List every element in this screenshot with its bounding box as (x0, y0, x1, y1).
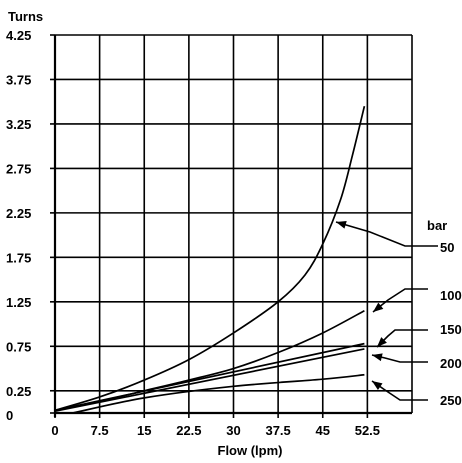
y-tick-label: 3.75 (6, 72, 31, 87)
x-tick-labels: 0 7.5 15 22.5 30 37.5 45 52.5 (51, 423, 380, 438)
series-line-100-bar (54, 309, 365, 412)
arrowhead-200 (372, 353, 383, 362)
series-lines (54, 105, 366, 414)
bar-label-50: 50 (440, 240, 454, 255)
x-tick-label: 37.5 (265, 423, 290, 438)
grid (55, 35, 412, 413)
leader-line-150 (376, 329, 428, 348)
x-tick-label: 0 (51, 423, 58, 438)
y-tick-label: 3.25 (6, 117, 31, 132)
x-tick-label: 7.5 (91, 423, 109, 438)
x-tick-label: 52.5 (355, 423, 380, 438)
y-tick-label: 2.75 (6, 161, 31, 176)
series-line-50-bar (54, 105, 366, 412)
y-tick-label: 0.75 (6, 339, 31, 354)
x-tick-label: 45 (316, 423, 330, 438)
leader-line-50 (335, 221, 438, 247)
bar-label-200: 200 (440, 356, 462, 371)
bar-label-150: 150 (440, 322, 462, 337)
arrowhead-100 (373, 302, 384, 312)
bar-label-100: 100 (440, 288, 462, 303)
y-tick-label: 0 (6, 408, 13, 423)
bar-label-250: 250 (440, 393, 462, 408)
arrowhead-250 (372, 381, 383, 390)
x-axis-title: Flow (lpm) (218, 443, 283, 458)
arrowhead-50 (336, 220, 347, 229)
y-tick-labels: 0 0.25 0.75 1.25 1.75 2.25 2.75 3.25 3.75 4.25 (6, 28, 31, 423)
x-tick-label: 22.5 (176, 423, 201, 438)
legend-leaders (335, 220, 438, 401)
series-line-250-bar (72, 373, 365, 414)
y-tick-label: 1.75 (6, 250, 31, 265)
plot-frame (50, 34, 413, 418)
series-line-150-bar (54, 342, 365, 412)
arrowhead-150 (377, 337, 387, 347)
y-tick-label: 1.25 (6, 295, 31, 310)
series-line-200-bar (54, 348, 365, 413)
y-tick-label: 2.25 (6, 206, 31, 221)
x-tick-label: 30 (226, 423, 240, 438)
y-tick-label: 0.25 (6, 384, 31, 399)
y-axis-title: Turns (8, 9, 43, 24)
bar-labels: 50 100 150 200 250 (440, 240, 462, 408)
legend-title-bar: bar (427, 218, 447, 233)
y-tick-label: 4.25 (6, 28, 31, 43)
x-tick-label: 15 (137, 423, 151, 438)
